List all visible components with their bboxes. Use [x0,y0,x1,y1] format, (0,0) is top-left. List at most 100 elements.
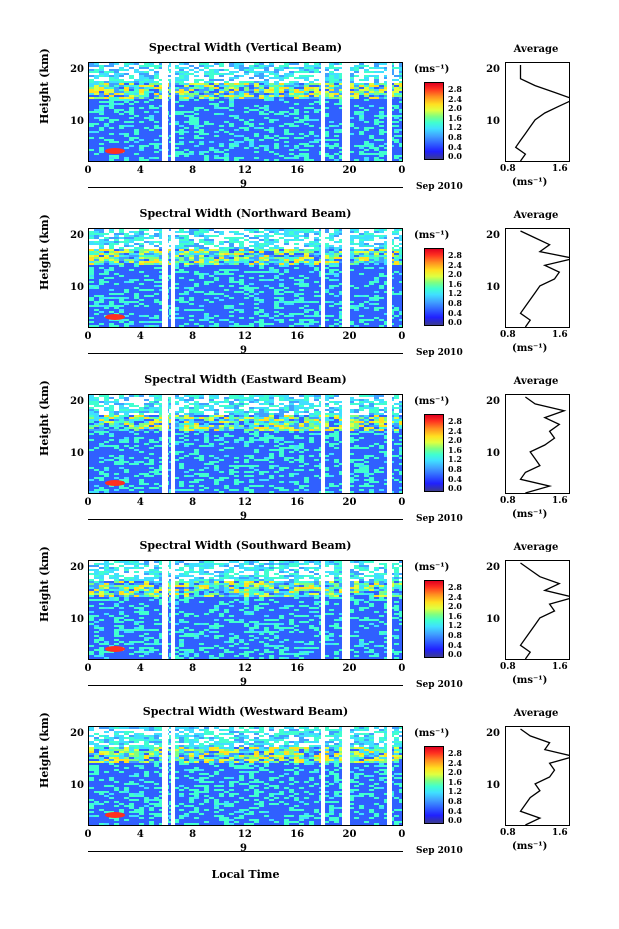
colorbar-tick: 2.8 [448,84,462,94]
date-bar [88,519,403,520]
avg-y-tick: 10 [486,780,500,791]
y-tick-label: 10 [70,614,84,625]
colorbar-tick: 0.8 [448,796,462,806]
x-tick-label: 0 [398,165,406,176]
average-profile-line [514,65,576,162]
colorbar-tick: 2.0 [448,435,462,446]
x-tick-label: 0 [398,331,406,342]
colorbar-unit: (ms⁻¹) [414,562,450,573]
colorbar-tick: 2.4 [448,259,462,270]
avg-y-tick: 10 [486,614,500,625]
y-tick-label: 20 [70,396,84,407]
colorbar-tick: 1.2 [448,620,462,631]
panel-title: Spectral Width (Westward Beam) [142,705,349,718]
colorbar-tick: 2.8 [448,748,462,758]
colorbar [424,580,444,658]
colorbar [424,248,444,326]
beam-panel: Spectral Width (Vertical Beam) Height (k… [0,41,619,210]
average-unit: (ms⁻¹) [512,675,548,686]
y-tick-label: 20 [70,728,84,739]
avg-y-tick: 20 [486,396,500,407]
avg-y-tick: 20 [486,562,500,573]
average-profile-plot [505,726,577,826]
x-tick-label: 20 [342,497,357,508]
colorbar-tick: 1.6 [448,278,462,289]
colorbar-unit: (ms⁻¹) [414,230,450,241]
average-profile-line [519,728,577,826]
average-title: Average [513,44,559,55]
colorbar-tick: 2.0 [448,601,462,612]
avg-y-tick: 20 [486,64,500,75]
y-axis-label: Height (km) [38,712,51,788]
date-day: 9 [240,843,247,854]
avg-x-tick: 1.6 [552,828,568,838]
average-profile-plot [505,62,576,162]
average-profile-plot [505,560,577,660]
average-unit: (ms⁻¹) [512,177,548,188]
x-tick-label: 12 [237,663,252,674]
x-tick-label: 0 [84,829,92,840]
avg-x-tick: 1.6 [552,330,568,340]
x-tick-label: 8 [189,497,197,508]
x-tick-label: 0 [84,663,92,674]
y-axis-label: Height (km) [38,380,51,456]
avg-x-tick: 0.8 [500,662,516,672]
x-tick-label: 8 [189,829,197,840]
beam-panel: Spectral Width (Southward Beam) Height (… [0,539,619,708]
colorbar-tick: 0.4 [448,141,462,152]
x-tick-label: 12 [237,497,252,508]
colorbar-tick: 0.0 [448,483,462,494]
y-tick-label: 10 [70,116,84,127]
colorbar-tick: 1.6 [448,776,462,787]
date-month: Sep 2010 [416,182,463,192]
x-axis-label: Local Time [211,868,280,881]
avg-y-tick: 10 [486,448,500,459]
colorbar-tick: 0.8 [448,132,462,142]
date-bar [88,685,403,686]
beam-panel: Spectral Width (Westward Beam) Height (k… [0,705,619,874]
beam-panel: Spectral Width (Eastward Beam) Height (k… [0,373,619,542]
colorbar-tick: 0.4 [448,307,462,318]
x-tick-label: 8 [189,331,197,342]
average-title: Average [513,542,559,553]
colorbar-tick: 0.0 [448,815,462,826]
x-tick-label: 8 [189,165,197,176]
colorbar-tick: 0.8 [448,630,462,640]
heatmap-plot [88,394,403,494]
date-bar [88,851,403,852]
y-axis-label: Height (km) [38,546,51,622]
panel-title: Spectral Width (Eastward Beam) [144,373,347,386]
colorbar-tick: 2.4 [448,757,462,768]
colorbar-tick: 2.0 [448,269,462,280]
x-tick-label: 4 [136,497,144,508]
colorbar-tick: 2.4 [448,591,462,602]
colorbar-tick: 2.8 [448,416,462,426]
x-tick-label: 16 [290,829,305,840]
colorbar-unit: (ms⁻¹) [414,728,450,739]
x-tick-label: 12 [237,165,252,176]
x-tick-label: 4 [136,829,144,840]
colorbar-tick: 1.6 [448,610,462,621]
colorbar-tick: 1.2 [448,122,462,133]
y-axis-label: Height (km) [38,48,51,124]
date-day: 9 [240,179,247,190]
average-unit: (ms⁻¹) [512,509,548,520]
average-title: Average [513,708,559,719]
y-tick-label: 10 [70,780,84,791]
panel-title: Spectral Width (Vertical Beam) [148,41,343,54]
x-tick-label: 20 [342,165,357,176]
date-month: Sep 2010 [416,680,463,690]
average-title: Average [513,210,559,221]
x-tick-label: 16 [290,497,305,508]
heatmap-plot [88,62,403,162]
x-tick-label: 16 [290,663,305,674]
average-unit: (ms⁻¹) [512,343,548,354]
average-profile-line [519,396,567,494]
avg-x-tick: 0.8 [500,330,516,340]
x-tick-label: 0 [398,497,406,508]
x-tick-label: 12 [237,829,252,840]
avg-y-tick: 20 [486,728,500,739]
date-bar [88,353,403,354]
avg-x-tick: 0.8 [500,164,516,174]
y-tick-label: 10 [70,448,84,459]
